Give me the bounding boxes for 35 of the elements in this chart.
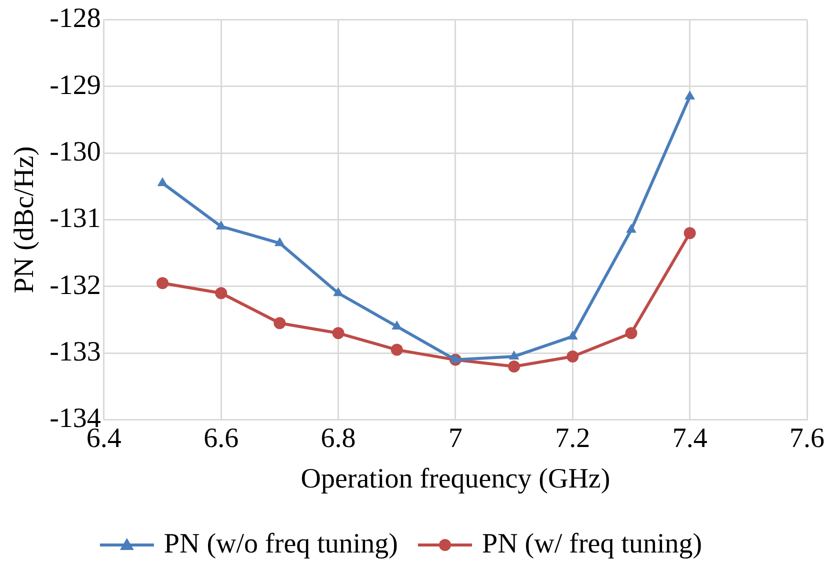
- point: [390, 344, 403, 356]
- point: [333, 287, 344, 296]
- point: [508, 350, 520, 360]
- x-tick-label: 7.6: [790, 422, 824, 454]
- point: [156, 277, 169, 290]
- point: [626, 224, 636, 233]
- y-axis-title: PN (dBc/Hz): [9, 146, 40, 294]
- y-tick-label: -129: [50, 70, 101, 101]
- point: [274, 317, 286, 330]
- x-tick-label: 7.2: [555, 422, 590, 454]
- point: [450, 354, 461, 363]
- y-tick-label: -130: [50, 136, 101, 168]
- legend-label: PN (w/ freq tuning): [482, 528, 702, 560]
- y-tick-label: -133: [50, 336, 101, 368]
- point: [157, 177, 168, 186]
- x-tick-label: 6.6: [204, 422, 239, 454]
- x-axis-title: Operation frequency (GHz): [300, 464, 610, 495]
- point: [684, 90, 696, 100]
- y-tick-label: -132: [50, 270, 101, 301]
- point: [216, 220, 226, 230]
- point: [508, 360, 520, 372]
- x-tick-label: 6.8: [320, 422, 356, 454]
- point: [567, 330, 578, 340]
- x-tick-label: 7: [448, 422, 462, 454]
- x-tick-label: 7.4: [672, 422, 708, 454]
- point: [684, 227, 696, 240]
- point: [332, 327, 344, 340]
- y-tick-label: -128: [50, 3, 101, 34]
- point: [625, 327, 638, 340]
- point: [215, 287, 228, 300]
- legend-label: PN (w/o freq tuning): [164, 528, 398, 560]
- y-tick-label: -131: [50, 203, 101, 234]
- point: [392, 320, 402, 330]
- point: [566, 350, 579, 362]
- point: [274, 237, 285, 246]
